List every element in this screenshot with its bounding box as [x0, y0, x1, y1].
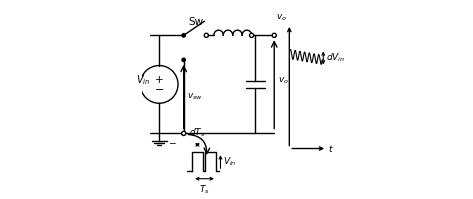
Text: $T_s$: $T_s$: [199, 184, 210, 196]
Circle shape: [182, 58, 185, 61]
Circle shape: [182, 131, 186, 136]
Circle shape: [272, 33, 276, 37]
Circle shape: [204, 33, 209, 37]
Text: $t$: $t$: [328, 143, 334, 154]
Text: −: −: [155, 85, 164, 95]
Text: $dT_s$: $dT_s$: [189, 127, 206, 139]
Circle shape: [250, 33, 254, 37]
Text: +: +: [155, 75, 164, 85]
Text: $v_o$: $v_o$: [278, 75, 289, 86]
Text: $V_{in}$: $V_{in}$: [136, 73, 150, 87]
Circle shape: [182, 34, 185, 37]
Text: −: −: [168, 138, 175, 147]
Text: $V_{in}$: $V_{in}$: [223, 155, 236, 168]
Text: $v_{sw}$: $v_{sw}$: [187, 91, 203, 102]
Text: Sw: Sw: [188, 17, 203, 27]
Text: $dV_{in}$: $dV_{in}$: [325, 52, 345, 64]
Text: $v_o$: $v_o$: [276, 13, 287, 23]
